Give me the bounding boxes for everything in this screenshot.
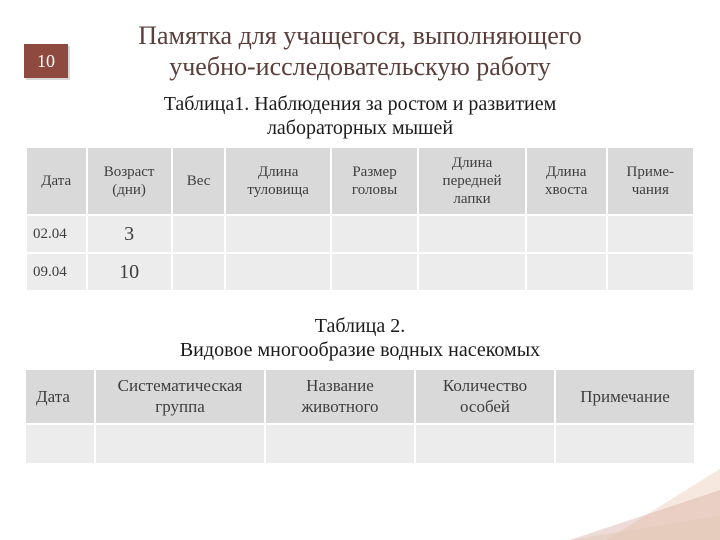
table1-col-body: Длина туловища xyxy=(225,147,330,215)
t2-r0-c1 xyxy=(95,424,265,464)
table-row: 09.04 10 xyxy=(26,253,694,291)
table1-col-weight: Вес xyxy=(172,147,226,215)
table1-col-date: Дата xyxy=(26,147,87,215)
t1-r0-c7 xyxy=(607,215,694,253)
table1-col-tail: Длина хвоста xyxy=(526,147,607,215)
table2-caption: Таблица 2. Видовое многообразие водных н… xyxy=(24,314,696,362)
table1-col-head: Размер головы xyxy=(331,147,418,215)
table1-header-row: Дата Возраст (дни) Вес Длина туловища Ра… xyxy=(26,147,694,215)
slide: 10 Памятка для учащегося, выполняющего у… xyxy=(0,0,720,540)
title-line-2: учебно-исследовательскую работу xyxy=(169,52,551,81)
table1-col-paw: Длина передней лапки xyxy=(418,147,526,215)
slide-title: Памятка для учащегося, выполняющего учеб… xyxy=(24,20,696,82)
spacer xyxy=(24,292,696,310)
t1-r1-c2 xyxy=(172,253,226,291)
t1-r0-c1: 3 xyxy=(87,215,172,253)
table1-caption: Таблица1. Наблюдения за ростом и развити… xyxy=(24,92,696,140)
t1-r0-c2 xyxy=(172,215,226,253)
table2-header-row: Дата Систематическая группа Название жив… xyxy=(25,369,695,424)
t1-r0-c4 xyxy=(331,215,418,253)
table2-col-group: Систематическая группа xyxy=(95,369,265,424)
table2-col-count: Количество особей xyxy=(415,369,555,424)
t1-r1-c5 xyxy=(418,253,526,291)
table-species: Дата Систематическая группа Название жив… xyxy=(24,368,696,465)
t1-r1-c7 xyxy=(607,253,694,291)
table1-col-notes: Приме-чания xyxy=(607,147,694,215)
t1-r0-c0: 02.04 xyxy=(26,215,87,253)
t1-r0-c3 xyxy=(225,215,330,253)
t2-r0-c0 xyxy=(25,424,95,464)
table1-caption-line1: Таблица1. Наблюдения за ростом и развити… xyxy=(164,93,557,115)
t2-r0-c3 xyxy=(415,424,555,464)
t1-r1-c3 xyxy=(225,253,330,291)
t1-r0-c5 xyxy=(418,215,526,253)
slide-number-badge: 10 xyxy=(24,44,68,78)
table-row xyxy=(25,424,695,464)
title-line-1: Памятка для учащегося, выполняющего xyxy=(138,21,582,50)
table2-col-notes: Примечание xyxy=(555,369,695,424)
table2-col-name: Название животного xyxy=(265,369,415,424)
table1-caption-line2: лабораторных мышей xyxy=(267,117,453,139)
t1-r1-c1: 10 xyxy=(87,253,172,291)
t2-r0-c4 xyxy=(555,424,695,464)
table2-caption-line2: Видовое многообразие водных насекомых xyxy=(180,339,540,361)
t1-r1-c4 xyxy=(331,253,418,291)
table2-col-date: Дата xyxy=(25,369,95,424)
t1-r1-c6 xyxy=(526,253,607,291)
table-row: 02.04 3 xyxy=(26,215,694,253)
table2-caption-line1: Таблица 2. xyxy=(315,315,406,337)
table-observations: Дата Возраст (дни) Вес Длина туловища Ра… xyxy=(25,146,695,292)
slide-number: 10 xyxy=(37,51,55,72)
t1-r1-c0: 09.04 xyxy=(26,253,87,291)
t2-r0-c2 xyxy=(265,424,415,464)
t1-r0-c6 xyxy=(526,215,607,253)
table1-col-age: Возраст (дни) xyxy=(87,147,172,215)
